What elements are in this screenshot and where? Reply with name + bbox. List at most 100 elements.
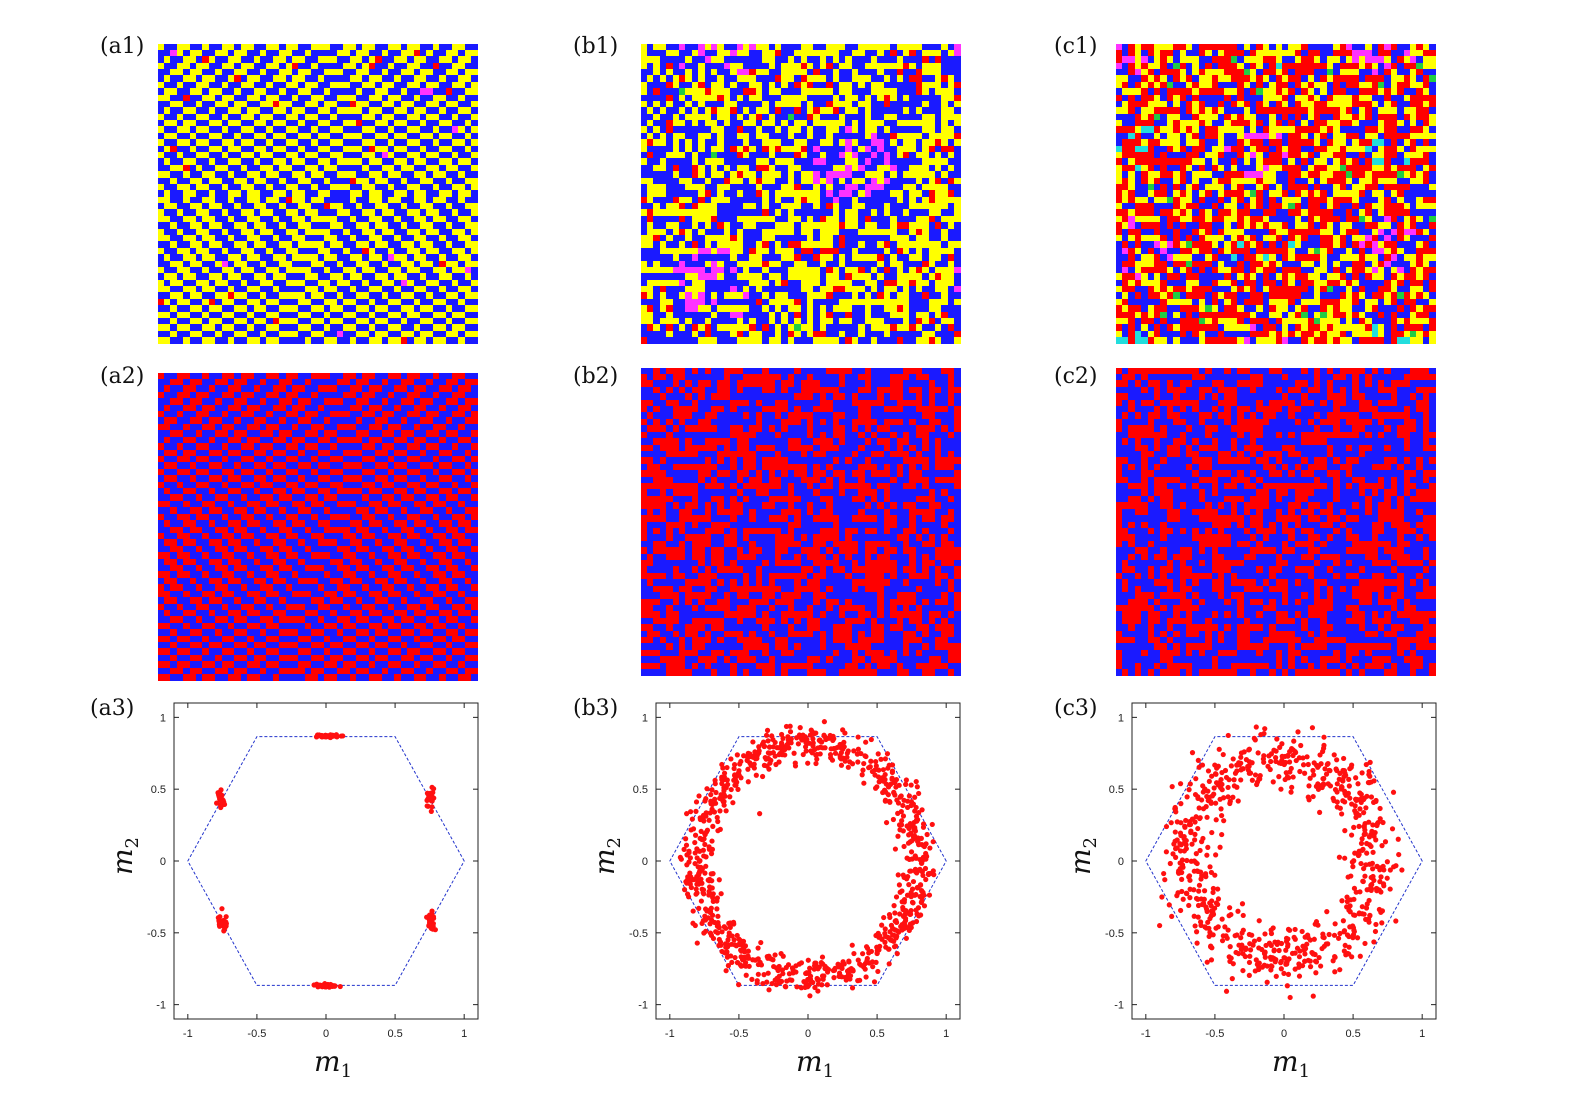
panel-label-a1: (a1)	[100, 34, 145, 59]
data-point	[920, 824, 927, 830]
data-point	[721, 776, 727, 783]
data-point	[1264, 963, 1270, 969]
data-point	[916, 790, 922, 797]
data-point	[734, 932, 740, 939]
data-point	[1178, 842, 1184, 848]
data-point	[710, 823, 716, 829]
data-point	[821, 719, 827, 725]
data-point	[696, 793, 702, 799]
data-point	[1247, 947, 1254, 953]
data-point	[1288, 789, 1294, 795]
data-point	[761, 972, 767, 978]
data-point	[1334, 804, 1340, 810]
data-point	[882, 926, 888, 932]
data-point	[1285, 971, 1292, 977]
data-point	[723, 808, 729, 814]
data-point	[690, 920, 696, 926]
data-point	[930, 868, 936, 874]
data-point	[1356, 823, 1362, 829]
data-point	[1370, 849, 1376, 855]
data-point	[1195, 868, 1201, 874]
y-tick-label: 0.5	[1109, 784, 1124, 796]
data-point	[854, 751, 860, 757]
data-point	[929, 821, 935, 828]
data-point	[1352, 912, 1358, 918]
data-point	[1373, 797, 1379, 804]
data-point	[769, 733, 775, 739]
data-point	[812, 746, 818, 753]
data-point	[784, 742, 790, 748]
data-point	[710, 895, 716, 901]
data-point	[700, 917, 706, 924]
data-point	[900, 802, 906, 809]
data-point	[1211, 791, 1217, 797]
data-point	[1363, 905, 1370, 911]
data-point	[717, 939, 724, 945]
data-point	[1323, 941, 1329, 947]
data-point	[862, 966, 868, 972]
data-point	[923, 876, 929, 883]
data-point	[891, 944, 898, 950]
data-point	[805, 957, 811, 963]
data-point	[765, 738, 771, 744]
data-point	[1178, 801, 1184, 807]
data-point	[428, 808, 434, 814]
data-point	[890, 816, 897, 823]
data-point	[718, 795, 724, 801]
data-point	[918, 835, 924, 841]
data-point	[1177, 781, 1184, 787]
data-point	[721, 802, 727, 808]
data-point	[1307, 958, 1313, 964]
data-point	[766, 987, 772, 993]
data-point	[1205, 788, 1211, 794]
data-point	[1380, 863, 1386, 870]
data-point	[710, 935, 717, 942]
data-point	[1361, 911, 1367, 917]
data-point	[1313, 970, 1319, 976]
data-point	[874, 784, 880, 790]
data-point	[1208, 957, 1215, 963]
data-point	[832, 965, 838, 971]
data-point	[810, 736, 816, 742]
data-point	[1351, 896, 1357, 902]
data-point	[1340, 776, 1346, 783]
data-point	[1217, 844, 1223, 850]
data-point	[1172, 829, 1178, 835]
data-point	[223, 914, 229, 920]
data-point	[1320, 931, 1326, 937]
data-point	[759, 773, 766, 780]
data-point	[1183, 846, 1189, 852]
data-point	[1379, 843, 1385, 849]
data-point	[892, 846, 899, 852]
data-point	[733, 943, 739, 949]
data-point	[1169, 913, 1175, 920]
data-point	[1340, 918, 1346, 924]
data-point	[1193, 851, 1199, 857]
data-point	[1342, 828, 1348, 834]
data-point	[704, 786, 710, 792]
data-point	[840, 727, 846, 733]
data-point	[683, 842, 690, 848]
data-point	[1200, 806, 1207, 812]
data-point	[772, 977, 778, 983]
data-point	[804, 970, 810, 976]
data-point	[696, 905, 702, 911]
data-point	[1366, 771, 1372, 778]
data-point	[1256, 960, 1262, 966]
data-point	[720, 765, 726, 771]
data-point	[799, 736, 805, 742]
data-point	[1364, 850, 1370, 856]
data-point	[886, 762, 892, 768]
data-point	[1200, 789, 1206, 795]
data-point	[1219, 769, 1225, 776]
data-point	[1281, 970, 1287, 977]
data-point	[1246, 747, 1252, 753]
data-point	[1228, 911, 1234, 918]
data-point	[1287, 769, 1293, 775]
data-point	[1251, 735, 1257, 741]
data-point	[891, 790, 897, 796]
data-point	[1349, 832, 1355, 838]
data-point	[1332, 969, 1338, 975]
data-point	[706, 846, 712, 852]
